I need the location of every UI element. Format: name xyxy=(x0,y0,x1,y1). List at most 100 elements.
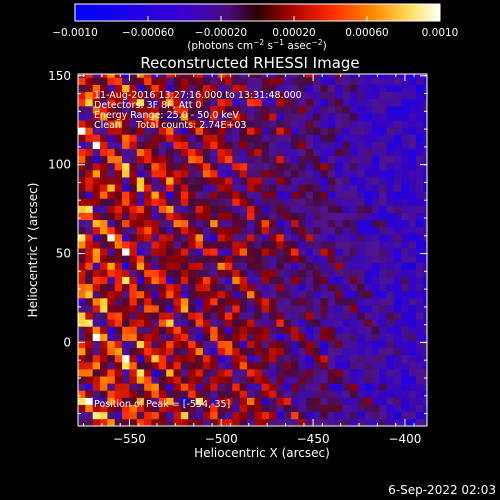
heatmap-cell xyxy=(136,205,145,213)
heatmap-cell xyxy=(232,184,240,192)
heatmap-cell xyxy=(423,376,427,384)
heatmap-cell xyxy=(180,226,189,235)
heatmap-cell xyxy=(92,262,101,270)
heatmap-cell xyxy=(342,226,351,235)
heatmap-cell xyxy=(313,397,321,405)
heatmap-cell xyxy=(122,170,130,178)
heatmap-cell xyxy=(202,113,211,121)
heatmap-cell xyxy=(254,262,262,270)
heatmap-cell xyxy=(180,298,189,306)
heatmap-cell xyxy=(107,347,116,356)
heatmap-cell xyxy=(217,319,226,327)
heatmap-cell xyxy=(136,340,145,349)
heatmap-cell xyxy=(217,411,226,420)
heatmap-cell xyxy=(327,262,336,270)
heatmap-cell xyxy=(114,205,123,213)
heatmap-cell xyxy=(232,191,240,199)
heatmap-cell xyxy=(78,390,86,398)
heatmap-cell xyxy=(144,347,152,356)
heatmap-cell xyxy=(166,205,174,213)
heatmap-cell xyxy=(298,340,307,349)
heatmap-cell xyxy=(379,390,387,398)
heatmap-cell xyxy=(401,205,409,213)
heatmap-cell xyxy=(335,191,343,199)
heatmap-cell xyxy=(151,269,160,277)
heatmap-cell xyxy=(261,404,270,413)
heatmap-cell xyxy=(78,248,86,256)
heatmap-cell xyxy=(415,212,424,221)
heatmap-cell xyxy=(393,262,402,270)
heatmap-cell xyxy=(349,418,358,426)
heatmap-cell xyxy=(357,212,365,221)
heatmap-cell xyxy=(107,340,116,349)
heatmap-cell xyxy=(107,106,116,114)
heatmap-cell xyxy=(180,219,189,228)
heatmap-cell xyxy=(232,91,240,100)
heatmap-cell xyxy=(232,283,240,292)
heatmap-cell xyxy=(313,347,321,356)
heatmap-cell xyxy=(151,255,160,263)
heatmap-cell xyxy=(320,347,329,356)
heatmap-cell xyxy=(107,362,116,370)
heatmap-cell xyxy=(158,91,167,100)
heatmap-cell xyxy=(283,141,292,149)
heatmap-cell xyxy=(313,91,321,100)
heatmap-cell xyxy=(224,262,233,270)
x-tick-label: −400 xyxy=(388,432,421,446)
heatmap-cell xyxy=(357,255,365,263)
annotation-energy-range: Energy Range: 25.0 - 50.0 keV xyxy=(94,110,239,121)
heatmap-cell xyxy=(202,155,211,164)
heatmap-cell xyxy=(423,91,427,100)
heatmap-cell xyxy=(224,326,233,334)
heatmap-cell xyxy=(261,418,270,426)
heatmap-cell xyxy=(202,305,211,313)
heatmap-cell xyxy=(305,241,314,249)
heatmap-cell xyxy=(291,255,299,263)
heatmap-cell xyxy=(100,283,108,292)
heatmap-cell xyxy=(78,155,86,164)
heatmap-cell xyxy=(78,397,86,405)
heatmap-cell xyxy=(173,148,182,157)
heatmap-cell xyxy=(364,347,373,356)
heatmap-cell xyxy=(335,98,343,107)
heatmap-cell xyxy=(78,113,86,121)
heatmap-cell xyxy=(246,369,255,377)
heatmap-cell xyxy=(357,241,365,249)
heatmap-cell xyxy=(276,262,285,270)
heatmap-cell xyxy=(357,155,365,164)
heatmap-cell xyxy=(239,248,248,256)
heatmap-cell xyxy=(217,354,226,363)
heatmap-cell xyxy=(283,276,292,285)
heatmap-cell xyxy=(136,127,145,135)
heatmap-cell xyxy=(78,269,86,277)
heatmap-cell xyxy=(180,177,189,185)
heatmap-cell xyxy=(320,226,329,235)
heatmap-cell xyxy=(195,91,204,100)
heatmap-cell xyxy=(393,177,402,185)
heatmap-cell xyxy=(408,290,417,299)
heatmap-cell xyxy=(78,347,86,356)
heatmap-cell xyxy=(217,362,226,370)
heatmap-cell xyxy=(283,340,292,349)
heatmap-cell xyxy=(283,84,292,93)
heatmap-cell xyxy=(122,226,130,235)
heatmap-cell xyxy=(283,390,292,398)
heatmap-cell xyxy=(232,262,240,270)
heatmap-cell xyxy=(158,155,167,164)
heatmap-cell xyxy=(107,248,116,256)
heatmap-cell xyxy=(357,418,365,426)
heatmap-cell xyxy=(342,390,351,398)
heatmap-cell xyxy=(349,120,358,128)
heatmap-cell xyxy=(357,141,365,149)
heatmap-cell xyxy=(180,234,189,242)
heatmap-cell xyxy=(136,113,145,121)
heatmap-cell xyxy=(349,84,358,93)
heatmap-cell xyxy=(188,276,196,285)
heatmap-cell xyxy=(158,319,167,327)
heatmap-cell xyxy=(364,91,373,100)
heatmap-cell xyxy=(298,312,307,320)
heatmap-cell xyxy=(188,262,196,270)
heatmap-cell xyxy=(107,376,116,384)
heatmap-cell xyxy=(151,226,160,235)
heatmap-cell xyxy=(78,120,86,128)
